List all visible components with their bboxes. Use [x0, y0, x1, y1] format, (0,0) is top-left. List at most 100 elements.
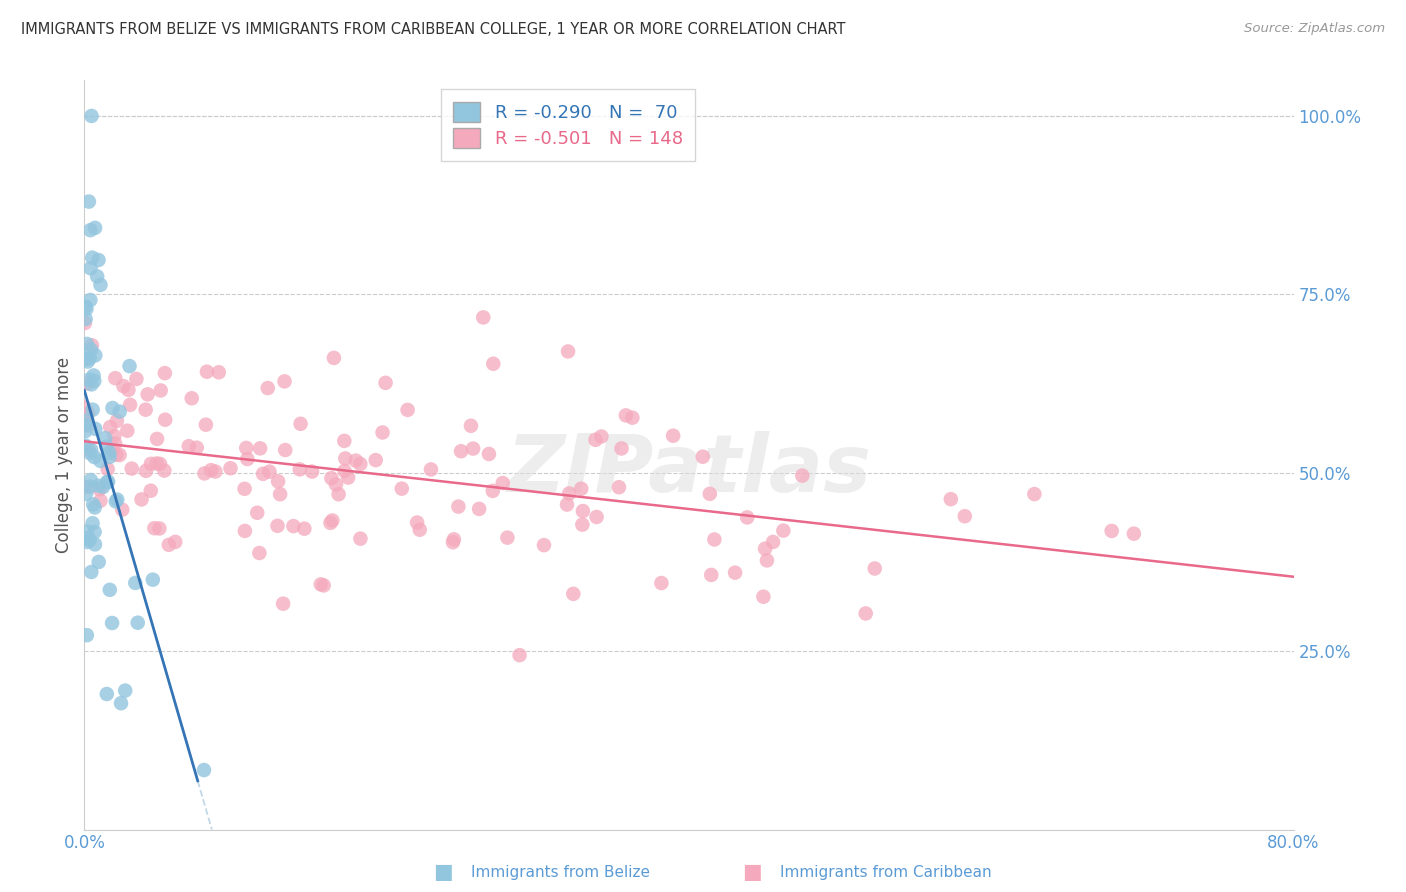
- Point: [84, 348, 107, 362]
- Point: [724, 566, 747, 580]
- Point: [111, 502, 134, 516]
- Point: [233, 524, 256, 538]
- Point: [157, 538, 180, 552]
- Point: [73, 316, 96, 330]
- Point: [562, 587, 585, 601]
- Point: [939, 492, 962, 507]
- Point: [76, 413, 98, 427]
- Text: ■: ■: [433, 863, 453, 882]
- Point: [288, 462, 311, 476]
- Point: [391, 482, 413, 496]
- Point: [96, 475, 118, 489]
- Point: [79, 351, 101, 366]
- Point: [139, 483, 162, 498]
- Point: [274, 443, 297, 458]
- Point: [76, 408, 98, 422]
- Point: [333, 464, 356, 478]
- Point: [98, 450, 121, 464]
- Point: [84, 422, 107, 436]
- Point: [259, 465, 281, 479]
- Point: [139, 457, 162, 471]
- Point: [555, 498, 578, 512]
- Point: [301, 465, 323, 479]
- Point: [420, 462, 443, 476]
- Point: [1024, 487, 1046, 501]
- Point: [290, 417, 312, 431]
- Text: ZIPatlas: ZIPatlas: [506, 431, 872, 509]
- Point: [83, 368, 105, 383]
- Point: [76, 531, 98, 545]
- Point: [322, 351, 344, 365]
- Point: [252, 467, 274, 481]
- Point: [443, 533, 465, 547]
- Point: [77, 442, 100, 457]
- Point: [700, 568, 723, 582]
- Point: [79, 293, 101, 307]
- Point: [75, 352, 97, 367]
- Point: [112, 379, 135, 393]
- Point: [75, 312, 97, 326]
- Legend: R = -0.290   N =  70, R = -0.501   N = 148: R = -0.290 N = 70, R = -0.501 N = 148: [440, 89, 696, 161]
- Point: [82, 251, 104, 265]
- Point: [84, 537, 107, 551]
- Point: [76, 535, 98, 549]
- Point: [75, 480, 97, 494]
- Text: ■: ■: [742, 863, 762, 882]
- Point: [108, 404, 131, 418]
- Point: [83, 524, 105, 539]
- Point: [614, 409, 637, 423]
- Point: [96, 687, 118, 701]
- Point: [76, 376, 98, 391]
- Point: [96, 440, 118, 454]
- Point: [249, 442, 271, 456]
- Point: [87, 555, 110, 569]
- Point: [98, 582, 121, 597]
- Point: [89, 454, 111, 468]
- Point: [692, 450, 714, 464]
- Point: [131, 492, 153, 507]
- Point: [77, 194, 100, 209]
- Point: [200, 463, 222, 477]
- Point: [204, 465, 226, 479]
- Point: [349, 457, 371, 471]
- Point: [76, 337, 98, 351]
- Point: [86, 269, 108, 284]
- Point: [149, 457, 172, 471]
- Point: [193, 763, 215, 777]
- Point: [450, 444, 472, 458]
- Point: [153, 413, 176, 427]
- Point: [82, 497, 104, 511]
- Point: [266, 518, 288, 533]
- Point: [236, 452, 259, 467]
- Point: [80, 377, 103, 392]
- Point: [496, 531, 519, 545]
- Point: [87, 252, 110, 267]
- Point: [349, 532, 371, 546]
- Point: [124, 575, 146, 590]
- Point: [492, 476, 515, 491]
- Point: [271, 597, 294, 611]
- Point: [135, 464, 157, 478]
- Point: [127, 615, 149, 630]
- Point: [91, 480, 114, 494]
- Y-axis label: College, 1 year or more: College, 1 year or more: [55, 357, 73, 553]
- Point: [762, 535, 785, 549]
- Point: [180, 391, 202, 405]
- Point: [153, 464, 176, 478]
- Point: [662, 428, 685, 442]
- Point: [396, 403, 419, 417]
- Point: [82, 402, 104, 417]
- Point: [79, 223, 101, 237]
- Point: [195, 365, 218, 379]
- Point: [219, 461, 242, 475]
- Point: [269, 487, 291, 501]
- Point: [83, 500, 105, 515]
- Point: [703, 533, 725, 547]
- Point: [509, 648, 531, 662]
- Point: [117, 383, 139, 397]
- Point: [699, 487, 721, 501]
- Point: [121, 461, 143, 475]
- Point: [754, 541, 776, 556]
- Point: [273, 375, 295, 389]
- Point: [755, 553, 778, 567]
